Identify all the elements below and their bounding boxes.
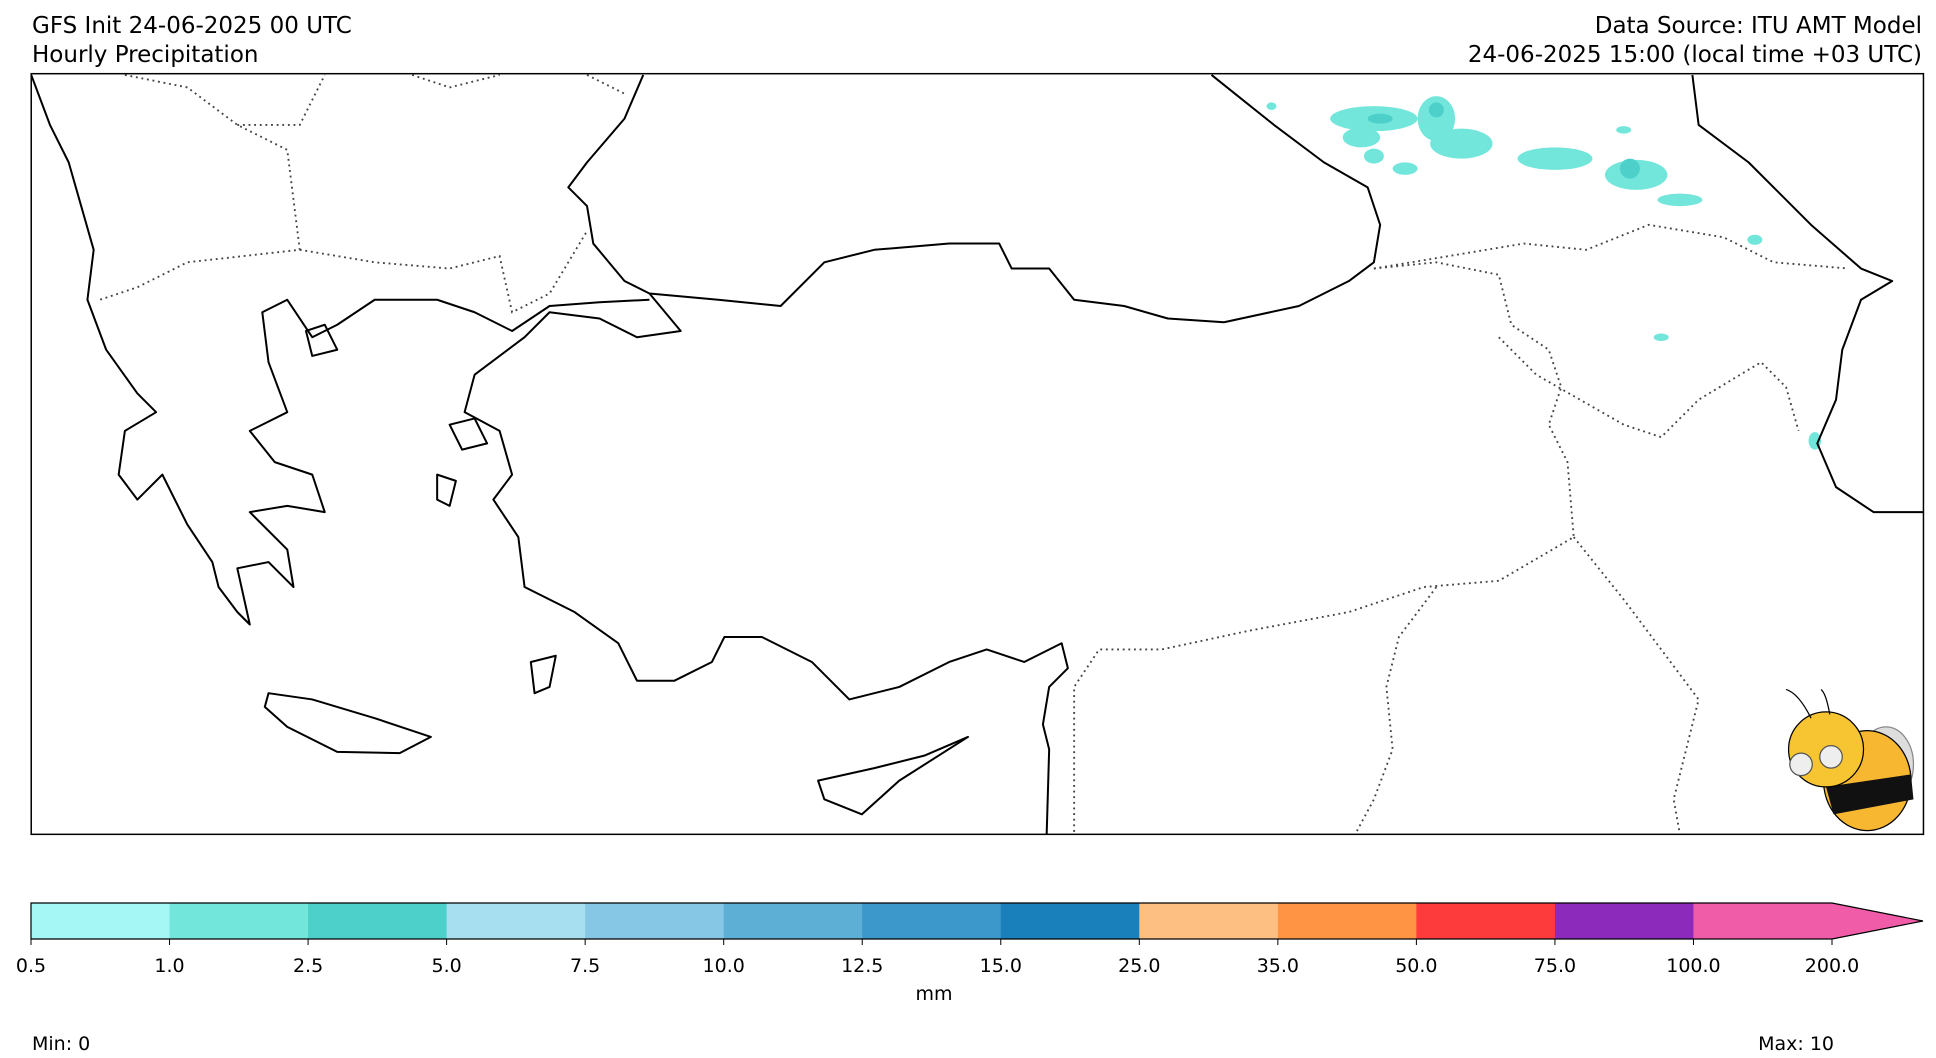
- colorbar: 0.5 1.0 2.5 5.0 7.5 10.0 12.5 15.0 25.0 35.0 50.0 7…: [16, 902, 1924, 977]
- max-value: Max: 10: [1758, 1033, 1834, 1055]
- colorbar-tick-label: 75.0: [1534, 955, 1576, 977]
- colorbar-tick-label: 50.0: [1395, 955, 1437, 977]
- colorbar-tick-label: 2.5: [293, 955, 323, 977]
- colorbar-tick-label: 200.0: [1805, 955, 1859, 977]
- colorbar-segment: [585, 903, 725, 939]
- coastlines: [30, 74, 1924, 835]
- min-value: Min: 0: [32, 1033, 90, 1055]
- data-source: Data Source: ITU AMT Model: [1595, 13, 1922, 39]
- map: [30, 72, 1925, 836]
- colorbar-tick-label: 15.0: [980, 955, 1022, 977]
- field-title: Hourly Precipitation: [32, 42, 258, 68]
- borders: [99, 74, 1849, 835]
- colorbar-segment: [446, 903, 586, 939]
- colorbar-tick-label: 0.5: [16, 955, 46, 977]
- colorbar-segment: [169, 903, 309, 939]
- map-frame: [30, 72, 1925, 836]
- colorbar-tick-label: 25.0: [1118, 955, 1160, 977]
- colorbar-tick-label: 100.0: [1666, 955, 1720, 977]
- colorbar-unit: mm: [915, 983, 952, 1005]
- colorbar-segment: [1277, 903, 1417, 939]
- colorbar-tick-label: 5.0: [432, 955, 462, 977]
- colorbar-segment: [1693, 903, 1833, 939]
- colorbar-segment: [862, 903, 1002, 939]
- valid-time: 24-06-2025 15:00 (local time +03 UTC): [1468, 42, 1922, 68]
- precipitation: [1266, 96, 1822, 450]
- colorbar-tick-label: 10.0: [703, 955, 745, 977]
- colorbar-segment: [723, 903, 863, 939]
- colorbar-tick-label: 12.5: [841, 955, 883, 977]
- colorbar-extend: [1832, 903, 1923, 939]
- logo: [1785, 688, 1915, 832]
- colorbar-segment: [308, 903, 448, 939]
- colorbar-segment: [1416, 903, 1556, 939]
- colorbar-tick-label: 35.0: [1257, 955, 1299, 977]
- colorbar-segment: [1554, 903, 1694, 939]
- colorbar-outline: [30, 902, 1924, 940]
- colorbar-tick-label: 7.5: [570, 955, 600, 977]
- colorbar-segment: [1139, 903, 1279, 939]
- colorbar-segment: [31, 903, 171, 939]
- colorbar-tick-label: 1.0: [154, 955, 184, 977]
- model-init: GFS Init 24-06-2025 00 UTC: [32, 13, 352, 39]
- colorbar-segment: [1000, 903, 1140, 939]
